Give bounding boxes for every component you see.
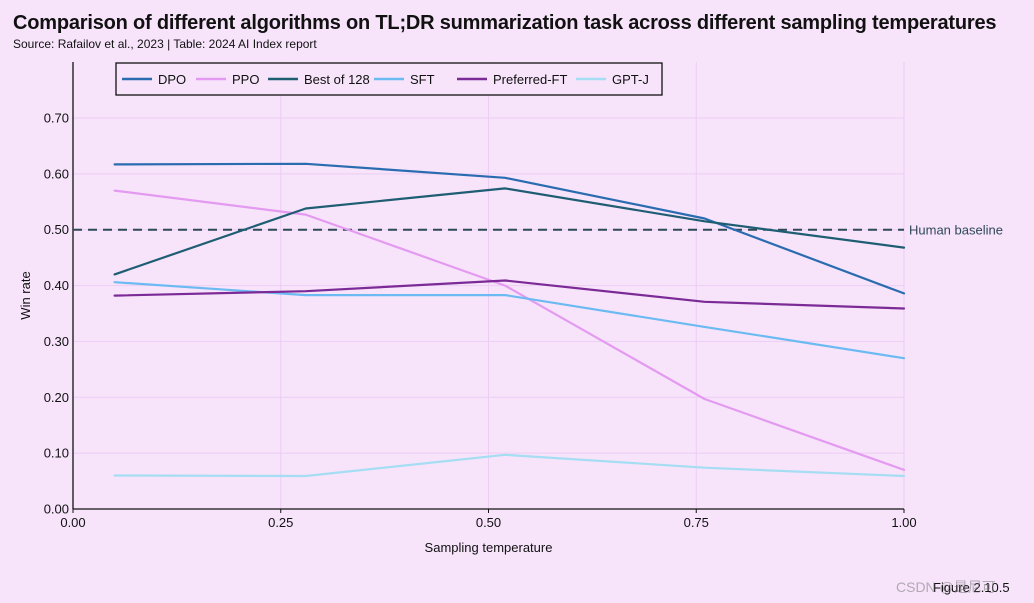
legend: DPO PPO Best of 128 SFT Preferred-FT GPT-J <box>115 62 663 96</box>
x-tick-label: 0.25 <box>268 515 293 530</box>
y-tick-label: 0.60 <box>44 166 69 181</box>
axes: 0.00 0.10 0.20 0.30 0.40 0.50 0.60 0.70 0.00 0.25… <box>18 62 917 555</box>
legend-label: Preferred-FT <box>493 72 567 87</box>
y-tick-label: 0.00 <box>44 502 69 517</box>
chart-subtitle: Source: Rafailov et al., 2023 | Table: 2… <box>13 37 317 51</box>
legend-label: Best of 128 <box>304 72 370 87</box>
x-tick-label: 0.00 <box>60 515 85 530</box>
y-tick-label: 0.40 <box>44 278 69 293</box>
legend-label: DPO <box>158 72 186 87</box>
y-tick-label: 0.70 <box>44 111 69 126</box>
x-axis-label: Sampling temperature <box>425 540 553 555</box>
series-line-gpt-j <box>113 453 906 478</box>
legend-label: PPO <box>232 72 259 87</box>
y-tick-label: 0.50 <box>44 222 69 237</box>
watermark: CSDN @是尼可 <box>896 579 996 595</box>
y-tick-label: 0.30 <box>44 334 69 349</box>
series-line-dpo <box>113 162 906 295</box>
figure-number: Figure 2.10.5 <box>933 580 1010 595</box>
series-line-sft <box>113 281 906 360</box>
y-tick-label: 0.20 <box>44 390 69 405</box>
legend-label: GPT-J <box>612 72 649 87</box>
x-tick-label: 0.50 <box>476 515 501 530</box>
y-tick-label: 0.10 <box>44 446 69 461</box>
x-tick-label: 0.75 <box>684 515 709 530</box>
y-axis-label: Win rate <box>18 271 33 319</box>
series-line-preferred-ft <box>113 279 906 310</box>
chart-title: Comparison of different algorithms on TL… <box>13 12 997 34</box>
series-lines <box>113 162 906 478</box>
series-line-ppo <box>113 189 906 471</box>
legend-label: SFT <box>410 72 435 87</box>
baseline-label: Human baseline <box>909 223 1003 238</box>
grid <box>73 62 905 510</box>
series-line-best-of-128 <box>113 187 906 276</box>
x-tick-label: 1.00 <box>891 515 916 530</box>
